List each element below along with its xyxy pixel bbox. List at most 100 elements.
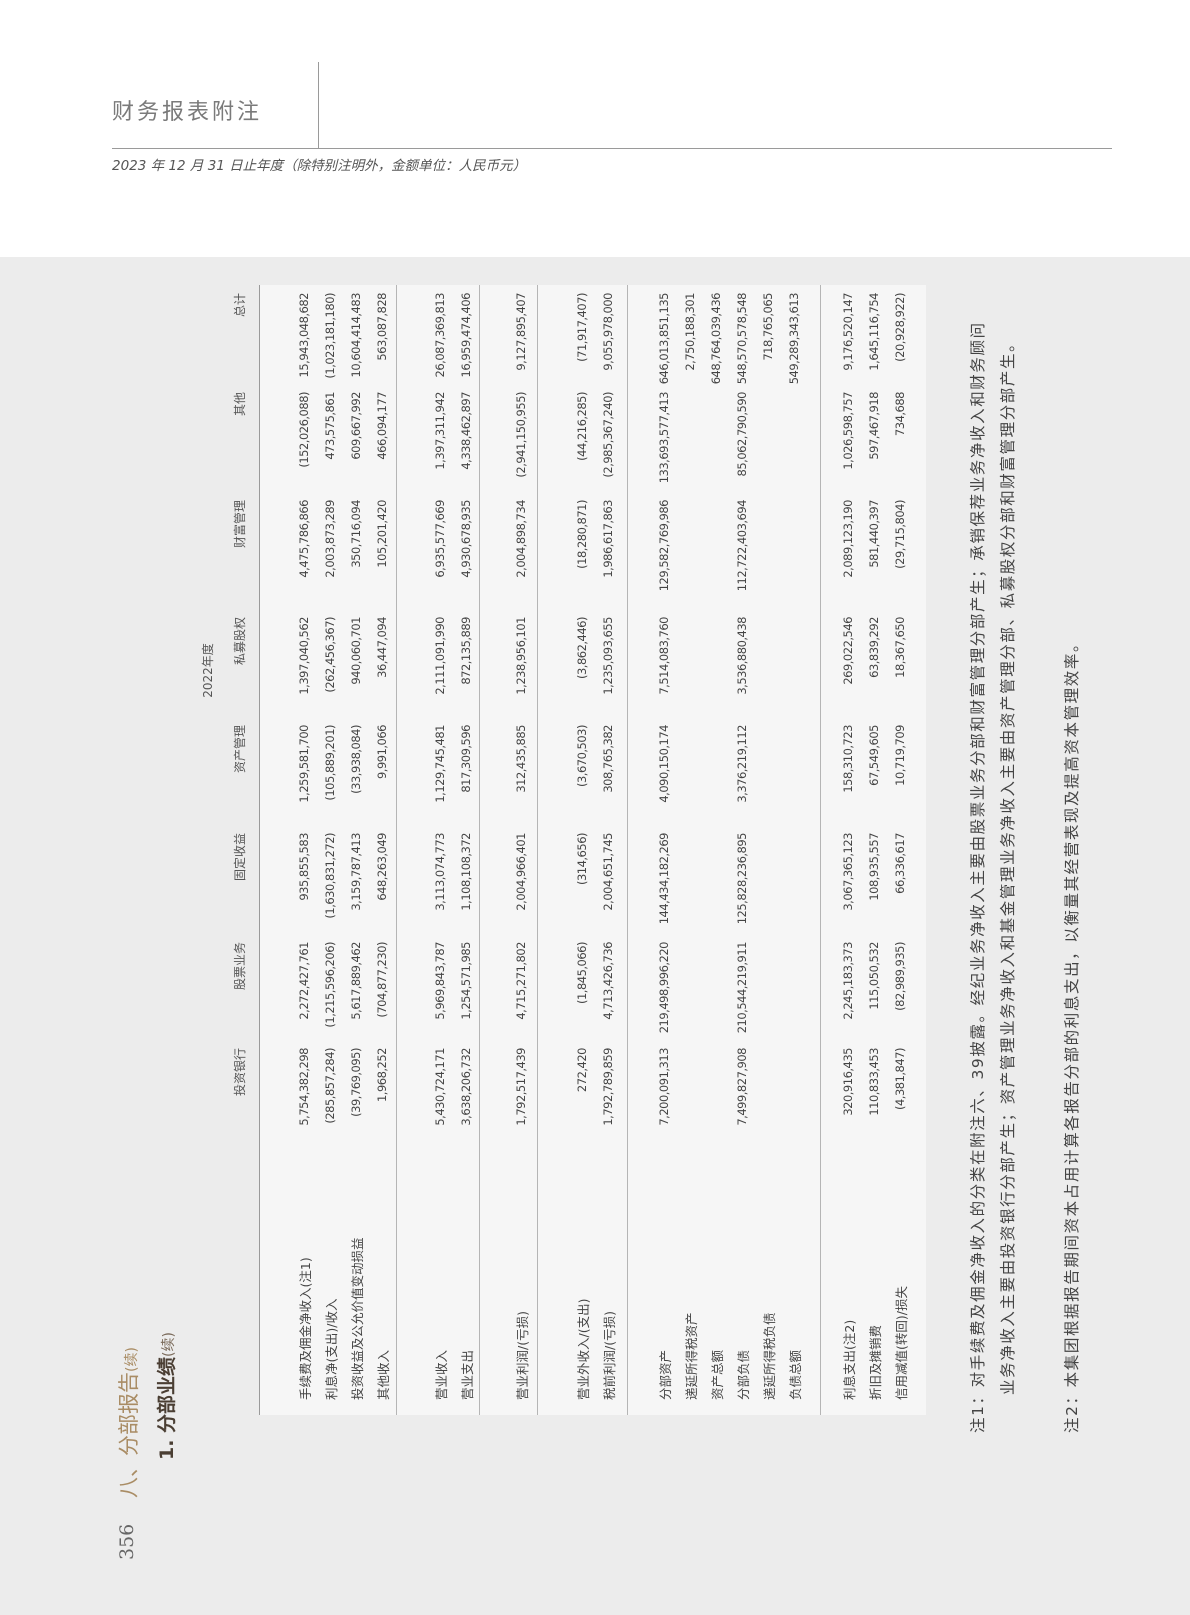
table-cell: 5,754,382,298 (297, 1048, 311, 1126)
table-cell: (285,857,284) (323, 1048, 337, 1124)
section-title-text: 八、分部报告 (117, 1372, 141, 1498)
table-cell: 4,930,678,935 (459, 500, 473, 578)
row-label: 信用减值(转回)/损失 (893, 1286, 909, 1400)
table-cell: (1,023,181,180) (323, 293, 337, 379)
table-cell: 549,289,343,613 (787, 293, 801, 385)
table-cell: 4,338,462,897 (459, 392, 473, 470)
page-header-title: 财务报表附注 (112, 100, 263, 125)
subsection-cont: (续) (161, 1332, 177, 1357)
table-cell: 7,514,083,760 (657, 617, 671, 695)
column-headers: 投资银行 股票业务 固定收益 资产管理 私募股权 财富管理 其他 总计 (231, 293, 248, 1156)
table-cell: 1,259,581,700 (297, 725, 311, 803)
table-cell: 734,688 (893, 392, 907, 437)
table-cell: (704,877,230) (375, 942, 389, 1018)
table-cell: 16,959,474,406 (459, 293, 473, 378)
table-cell: 85,062,790,590 (735, 392, 749, 477)
table-cell: 1,129,745,481 (433, 725, 447, 803)
table-cell: 67,549,605 (867, 725, 881, 786)
table-cell: 36,447,094 (375, 617, 389, 678)
table-cell: 3,159,787,413 (349, 833, 363, 911)
table-row-group: 手续费及佣金净收入(注1) 5,754,382,298 2,272,427,761 9… (260, 285, 397, 1415)
table-cell: 3,113,074,773 (433, 833, 447, 911)
year-header: 2022年度 (201, 643, 215, 698)
row-label: 其他收入 (375, 1349, 391, 1400)
table-cell: 1,986,617,863 (601, 500, 615, 578)
table-row: 利息净(支出)/收入 (285,857,284) (1,215,596,206) (1… (317, 285, 343, 1415)
table-cell: (2,985,367,240) (601, 392, 615, 478)
table-cell: 1,792,789,859 (601, 1048, 615, 1126)
table-cell: (262,456,367) (323, 617, 337, 693)
table-row: 营业外收入/(支出) 272,420 (1,845,066) (314,656) (3,… (569, 285, 595, 1415)
table-cell: (29,715,804) (893, 500, 907, 569)
table-cell: 63,839,292 (867, 617, 881, 678)
table-cell: 646,013,851,135 (657, 293, 671, 385)
table-cell: (105,889,201) (323, 725, 337, 801)
table-cell: 9,055,978,000 (601, 293, 615, 371)
table-cell: 872,135,889 (459, 617, 473, 685)
table-cell: 609,667,992 (349, 392, 363, 460)
table-cell: 5,617,889,462 (349, 942, 363, 1020)
table-cell: 2,272,427,761 (297, 942, 311, 1020)
table-cell: 2,111,091,990 (433, 617, 447, 695)
row-label: 营业外收入/(支出) (575, 1298, 591, 1400)
table-cell: 4,090,150,174 (657, 725, 671, 803)
table-cell: 1,238,956,101 (514, 617, 528, 695)
row-label: 递延所得税资产 (683, 1312, 699, 1400)
row-label: 营业收入 (433, 1349, 449, 1400)
table-cell: 1,235,093,655 (601, 617, 615, 695)
table-cell: 2,089,123,190 (841, 500, 855, 578)
subsection-title: 1. 分部业绩(续) (152, 1332, 179, 1460)
table-cell: 2,750,188,301 (683, 293, 697, 371)
table-cell: 9,991,066 (375, 725, 389, 780)
column-header: 总计 (233, 293, 247, 318)
row-label: 分部负债 (735, 1349, 751, 1400)
table-cell: 112,722,403,694 (735, 500, 749, 592)
table-cell: 308,765,382 (601, 725, 615, 793)
header-divider-vertical (318, 62, 319, 148)
table-cell: (2,941,150,955) (514, 392, 528, 478)
table-cell: 581,440,397 (867, 500, 881, 568)
table-row: 递延所得税负债 718,765,065 (755, 285, 781, 1415)
table-cell: 2,004,651,745 (601, 833, 615, 911)
table-cell: 7,499,827,908 (735, 1048, 749, 1126)
table-cell: (44,216,285) (575, 392, 589, 461)
table-cell: 648,764,039,436 (709, 293, 723, 385)
table-row: 营业收入 5,430,724,171 5,969,843,787 3,113,074,… (427, 285, 453, 1415)
table-cell: 10,719,709 (893, 725, 907, 786)
table-cell: 272,420 (575, 1048, 589, 1093)
table-cell: 597,467,918 (867, 392, 881, 460)
header-subtitle: 2023 年 12 月 31 日止年度（除特别注明外，金额单位：人民币元） (112, 158, 527, 174)
table-cell: 2,003,873,289 (323, 500, 337, 578)
table-cell: (82,989,935) (893, 942, 907, 1011)
table-cell: 15,943,048,682 (297, 293, 311, 378)
table-row: 其他收入 1,968,252 (704,877,230) 648,263,049 9,9… (369, 285, 395, 1415)
row-label: 分部资产 (657, 1349, 673, 1400)
table-cell: 817,309,596 (459, 725, 473, 793)
table-cell: 108,935,557 (867, 833, 881, 901)
table-cell: 935,855,583 (297, 833, 311, 901)
row-label: 资产总额 (709, 1349, 725, 1400)
table-cell: 133,693,577,413 (657, 392, 671, 484)
table-row: 折旧及摊销费 110,833,453 115,050,532 108,935,557 6… (861, 285, 887, 1415)
table-cell: 158,310,723 (841, 725, 855, 793)
table-row-group: 利息支出(注2) 320,916,435 2,245,183,373 3,067,36… (821, 285, 924, 1415)
table-row: 税前利润/(亏损) 1,792,789,859 4,713,426,736 2,004… (595, 285, 621, 1415)
table-row: 资产总额 648,764,039,436 (703, 285, 729, 1415)
table-cell: (39,769,095) (349, 1048, 363, 1117)
table-cell: 3,067,365,123 (841, 833, 855, 911)
note-1-line-2: 业务净收入主要由投资银行分部产生；资产管理业务净收入和基金管理业务净收入主要由资… (999, 334, 1017, 1395)
row-label: 投资收益及公允价值变动损益 (349, 1237, 365, 1400)
segment-table: 手续费及佣金净收入(注1) 5,754,382,298 2,272,427,761 9… (259, 285, 926, 1415)
table-cell: (20,928,922) (893, 293, 907, 362)
note-1-line-1: 注1：对手续费及佣金净收入的分类在附注六、39披露。经纪业务净收入主要由股票业务… (969, 321, 987, 1433)
row-label: 税前利润/(亏损) (601, 1311, 617, 1400)
table-cell: 9,176,520,147 (841, 293, 855, 371)
table-cell: 105,201,420 (375, 500, 389, 568)
table-cell: 548,570,578,548 (735, 293, 749, 385)
header-divider-horizontal (112, 148, 1112, 149)
table-cell: (4,381,847) (893, 1048, 907, 1111)
table-cell: 2,245,183,373 (841, 942, 855, 1020)
table-cell: 1,645,116,754 (867, 293, 881, 371)
table-cell: 1,792,517,439 (514, 1048, 528, 1126)
table-row: 分部负债 7,499,827,908 210,544,219,911 125,828,… (729, 285, 755, 1415)
